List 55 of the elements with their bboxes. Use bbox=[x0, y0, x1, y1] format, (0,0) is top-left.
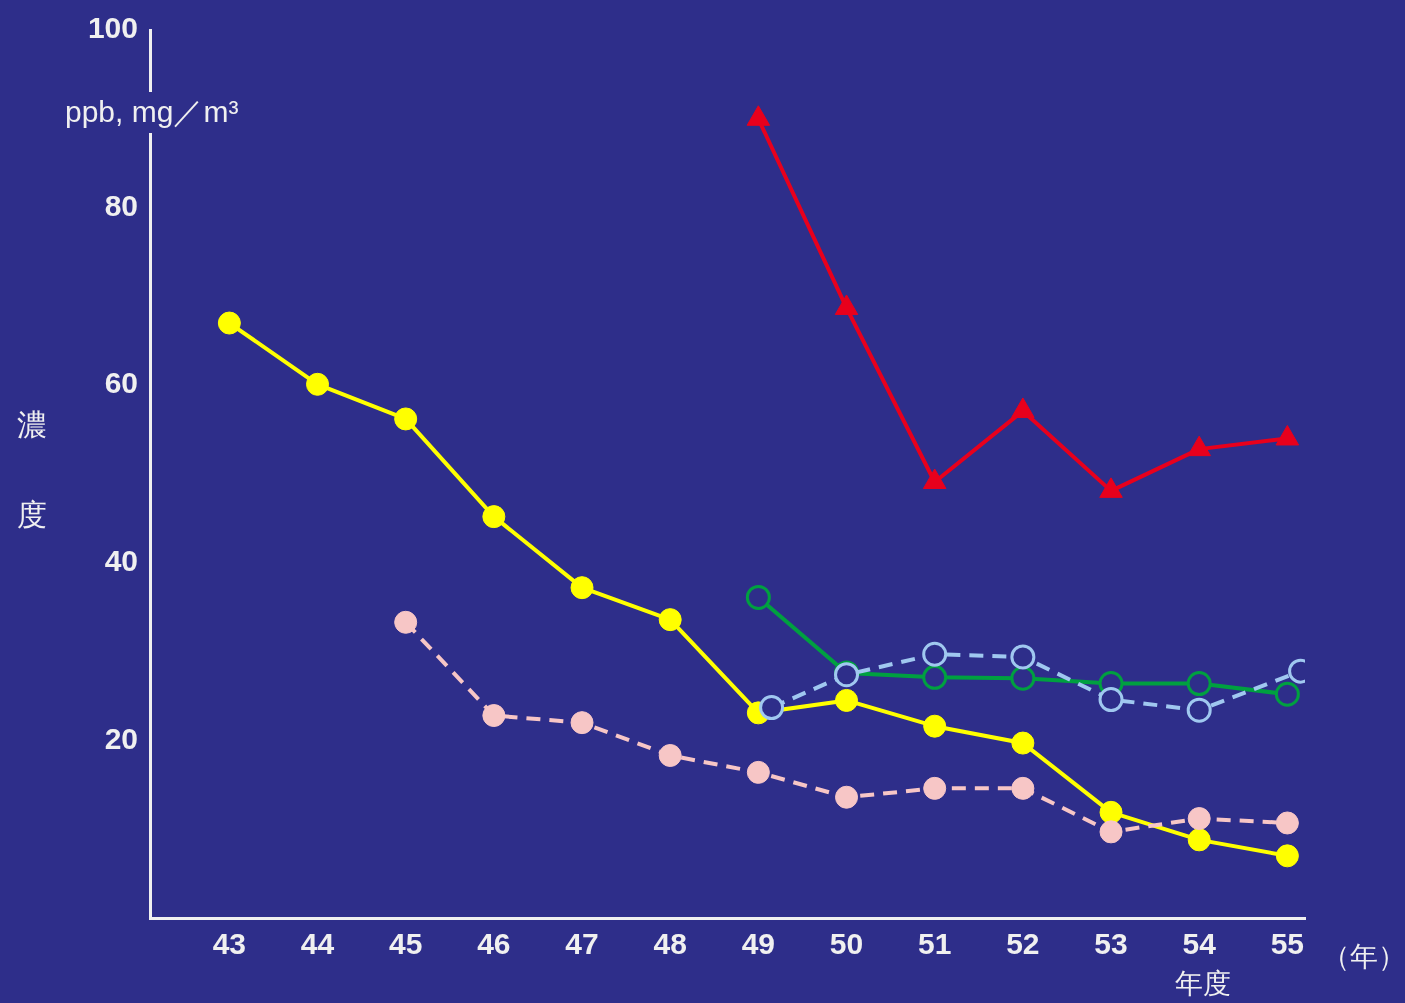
point bbox=[835, 688, 859, 712]
x-tick-label: 52 bbox=[1006, 927, 1040, 961]
point bbox=[306, 372, 330, 396]
y-tick-label: 40 bbox=[104, 544, 138, 578]
point bbox=[482, 704, 506, 728]
point bbox=[570, 576, 594, 600]
point bbox=[394, 407, 418, 431]
annotation: ppb, mg／m³ bbox=[65, 92, 239, 133]
point bbox=[1098, 687, 1124, 713]
point bbox=[922, 664, 948, 690]
point bbox=[217, 311, 241, 335]
point bbox=[658, 608, 682, 632]
x-tick-label: 54 bbox=[1182, 927, 1217, 961]
point bbox=[1275, 844, 1299, 868]
point bbox=[1011, 731, 1035, 755]
point bbox=[1011, 776, 1035, 800]
point bbox=[1099, 800, 1123, 824]
point bbox=[482, 505, 506, 529]
point bbox=[1274, 681, 1300, 707]
point bbox=[658, 744, 682, 767]
point bbox=[746, 760, 770, 784]
text: （年） bbox=[1322, 939, 1405, 975]
y-tick-label: 60 bbox=[104, 366, 138, 400]
y-tick-label: 80 bbox=[104, 188, 138, 222]
point bbox=[922, 641, 948, 667]
point bbox=[1186, 697, 1212, 723]
point bbox=[1187, 807, 1211, 831]
x-tick-label: 44 bbox=[300, 927, 335, 961]
point bbox=[1187, 828, 1211, 852]
y-tick-label: 20 bbox=[104, 721, 138, 755]
point bbox=[923, 776, 947, 800]
x-tick-label: 53 bbox=[1094, 927, 1128, 961]
x-tick-label: 51 bbox=[918, 927, 952, 961]
x-tick-label: 45 bbox=[389, 927, 423, 961]
point bbox=[745, 584, 771, 610]
point bbox=[1275, 811, 1299, 835]
x-tick-label: 48 bbox=[653, 927, 687, 961]
point bbox=[394, 610, 418, 634]
point bbox=[1099, 820, 1123, 844]
point bbox=[1010, 665, 1036, 691]
x-tick-label: 49 bbox=[741, 927, 776, 961]
y-tick-label: 100 bbox=[87, 11, 138, 45]
x-tick-label: 46 bbox=[477, 927, 511, 961]
x-tick-label: 43 bbox=[212, 927, 247, 961]
x-tick-label: 47 bbox=[565, 927, 599, 961]
text: 濃度 bbox=[17, 407, 47, 532]
point bbox=[1186, 671, 1212, 697]
point bbox=[570, 711, 594, 735]
x-axis-title: 年度 bbox=[1175, 966, 1231, 1002]
x-tick-label: 50 bbox=[829, 927, 864, 961]
point bbox=[835, 785, 859, 809]
point bbox=[923, 714, 947, 738]
point bbox=[759, 695, 785, 721]
point bbox=[1010, 644, 1036, 670]
x-tick-label: 55 bbox=[1270, 927, 1305, 961]
